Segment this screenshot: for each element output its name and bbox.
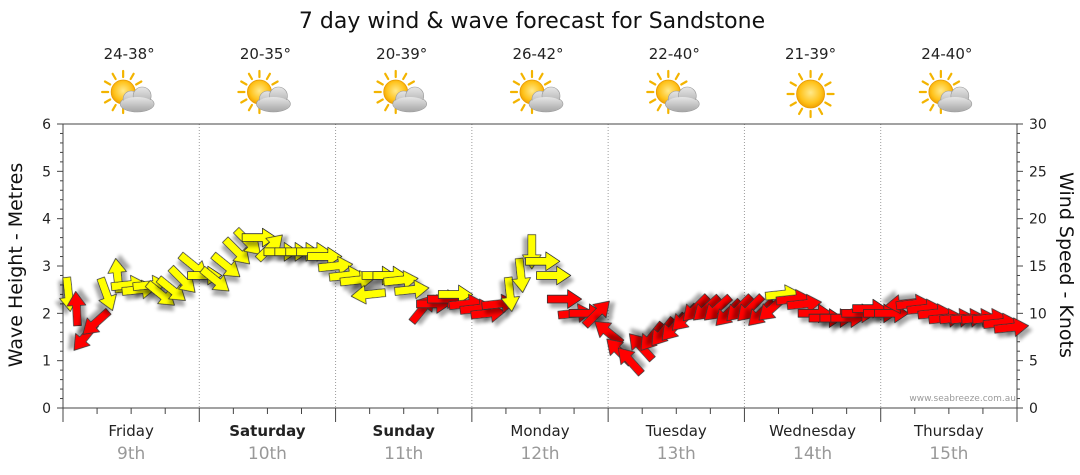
y-right-tick-label: 30 [1029,117,1047,133]
chart-title: 7 day wind & wave forecast for Sandstone [299,9,765,34]
wind-arrow [383,270,419,290]
wind-arrow [581,300,610,329]
day-temperature: 20-35° [240,45,291,63]
day-name-label: Monday [510,422,569,440]
day-temperature: 20-39° [376,45,427,63]
y-right-tick-label: 20 [1029,212,1047,228]
y-right-tick-label: 0 [1029,401,1038,417]
y-axis-right-label: Wind Speed - Knots [1055,172,1077,358]
y-left-tick-label: 0 [42,401,51,417]
weather-row: 24-38° 20-35° 20-39° 26-42° 22-40° 21-39° 24-4… [101,45,973,119]
day-temperature: 21-39° [785,45,836,63]
wind-arrow [155,275,186,301]
sun-rays [786,69,835,119]
partly-cloudy-icon [237,69,291,115]
cloud-shape [256,86,291,113]
day-name-label: Wednesday [769,422,856,440]
axes: 0 1 2 3 4 5 6 0 5 10 15 20 25 30 [42,117,1047,422]
day-temperature: 22-40° [649,45,700,63]
wind-arrow [96,276,117,311]
day-temperature: 26-42° [512,45,563,63]
cloud-shape [937,86,973,113]
day-date-label: 9th [117,444,145,464]
day-name-label: Saturday [229,422,306,440]
wind-arrow [82,308,112,335]
wind-arrow [199,265,230,292]
y-left-tick-label: 3 [42,259,51,275]
day-date-label: 12th [520,444,559,464]
cloud-shape [119,86,155,113]
wind-arrow [993,317,1029,337]
day-name-label: Thursday [913,422,984,440]
wind-arrow [144,280,175,306]
wind-arrow [437,284,474,305]
y-right-tick-label: 10 [1029,306,1047,322]
day-date-label: 10th [248,444,287,464]
partly-cloudy-icon [101,69,155,115]
wind-arrow [594,321,625,347]
cloud-shape [528,86,564,113]
wind-arrow [525,251,561,272]
plot-frame [62,123,1018,409]
day-labels: Friday 9th Saturday 10th Sunday 11th Monday 12t… [108,422,983,464]
day-date-label: 13th [657,444,696,464]
y-right-tick-label: 15 [1029,259,1047,275]
cloud-shape [392,86,428,113]
y-axis-left-label: Wave Height - Metres [5,163,27,367]
y-right-tick-label: 25 [1029,164,1047,180]
wind-arrow [536,265,572,286]
sunny-icon [786,69,835,119]
wind-arrow [394,279,430,300]
credit-text: www.seabreeze.com.au [909,394,1016,404]
day-name-label: Sunday [373,422,436,440]
partly-cloudy-icon [509,69,564,115]
day-date-label: 15th [929,444,968,464]
wind-arrow [317,255,354,276]
wind-arrow [618,347,645,377]
y-left-tick-label: 1 [42,354,51,370]
partly-cloudy-icon [373,69,428,115]
partly-cloudy-icon [646,69,700,115]
wind-arrow [500,276,521,312]
day-temperature: 24-40° [921,45,972,63]
wind-arrow [546,289,583,309]
wind-arrow [210,251,241,278]
wind-arrow [66,291,87,327]
day-temperature: 24-38° [104,45,155,63]
wind-arrow [786,293,822,314]
y-right-tick-label: 5 [1029,354,1038,370]
wind-arrow [222,236,250,265]
day-date-label: 11th [384,444,423,464]
day-date-label: 14th [793,444,832,464]
y-left-tick-label: 2 [42,306,51,322]
wind-arrow [307,246,343,267]
grid [198,124,882,408]
day-name-label: Friday [108,422,154,440]
cloud-shape [664,86,700,113]
wind-series [59,227,1029,377]
y-left-tick-label: 4 [42,212,51,228]
day-name-label: Tuesday [645,422,707,440]
partly-cloudy-icon [918,69,973,115]
y-left-tick-label: 5 [42,164,51,180]
y-left-tick-label: 6 [42,117,51,133]
wind-arrow [511,257,531,293]
wind-arrow [350,285,387,305]
